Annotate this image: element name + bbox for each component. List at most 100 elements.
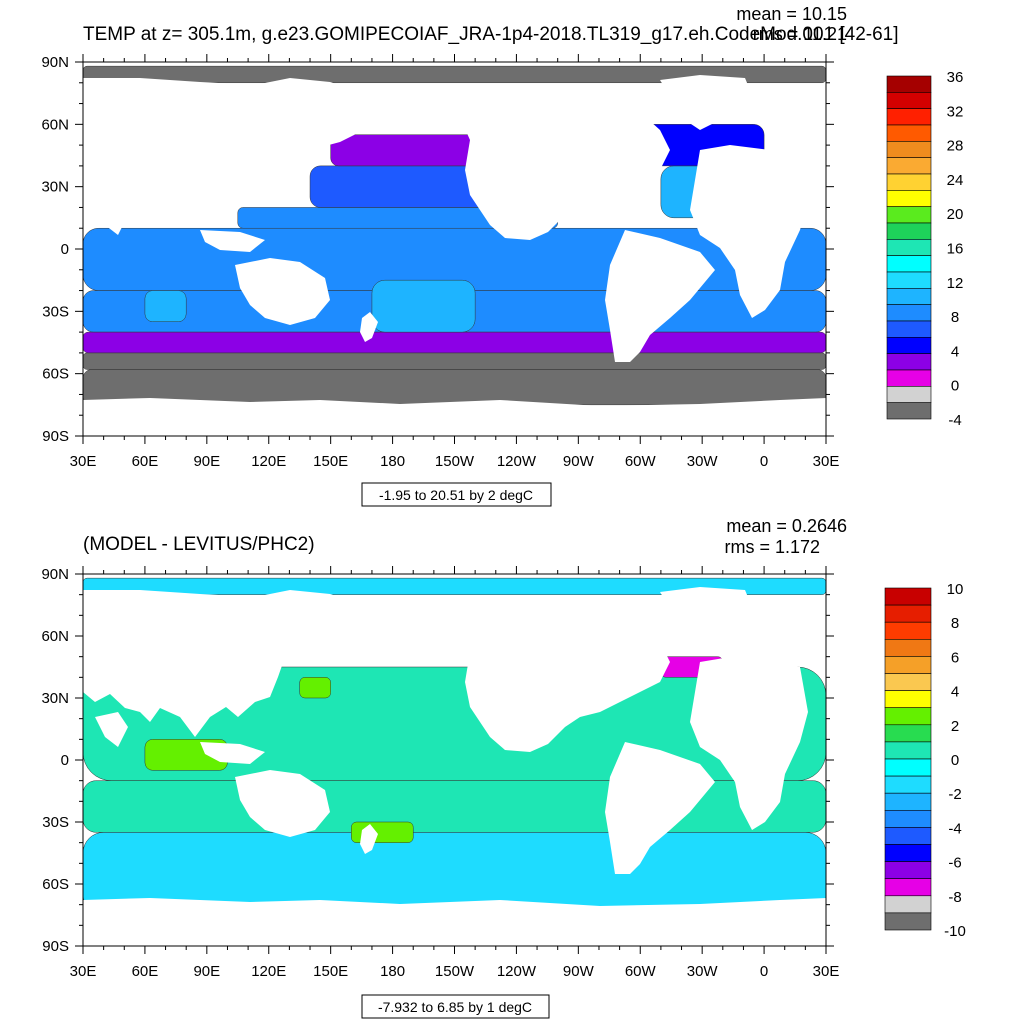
x-tick-label: 30E — [70, 963, 97, 980]
colorbar-swatch — [884, 878, 932, 897]
colorbar-swatch — [886, 369, 932, 387]
y-tick-label: 30N — [41, 179, 69, 196]
panel-1-title: TEMP at z= 305.1m, g.e23.GOMIPECOIAF_JRA… — [83, 24, 899, 45]
colorbar-swatch — [886, 239, 932, 256]
colorbar-swatch — [884, 861, 932, 879]
panel-1-x-axis: 30E 60E 90E 120E 150E 180 150W 120W 90W 60W 30W 0 30… — [70, 54, 840, 470]
panel-2-title: (MODEL - LEVITUS/PHC2) — [83, 534, 315, 555]
panel-1-field-region — [371, 279, 476, 333]
x-tick-label: 150E — [313, 453, 348, 470]
colorbar-swatch — [886, 190, 932, 207]
panel-2-colorbar: 10 8 6 4 2 0 -2 -4 -6 -8 -10 — [884, 581, 966, 940]
panel-2-field-region — [351, 821, 414, 843]
colorbar-swatch — [886, 75, 932, 93]
colorbar-label: 0 — [951, 378, 959, 395]
x-tick-label: 120W — [497, 453, 537, 470]
panel-2-rms: rms = 1.172 — [724, 537, 820, 557]
colorbar-label: -8 — [948, 889, 961, 906]
panel-2-range-box: -7.932 to 6.85 by 1 degC — [361, 994, 550, 1019]
panel-1-field-region — [83, 369, 826, 406]
colorbar-swatch — [884, 792, 932, 811]
colorbar-label: 4 — [951, 343, 959, 360]
x-tick-label: 180 — [380, 963, 405, 980]
panel-2-land — [83, 587, 826, 946]
colorbar-label: 6 — [951, 649, 959, 666]
colorbar-label: 28 — [947, 138, 964, 155]
colorbar-label: -4 — [948, 412, 961, 429]
colorbar-swatch — [886, 337, 932, 354]
colorbar-swatch — [884, 827, 932, 845]
colorbar-swatch — [886, 222, 932, 240]
colorbar-label: -4 — [948, 820, 961, 837]
colorbar-swatch — [886, 353, 932, 371]
x-tick-label: 0 — [760, 963, 768, 980]
colorbar-swatch — [884, 673, 932, 691]
y-tick-label: 0 — [61, 241, 69, 258]
x-tick-label: 30W — [687, 453, 719, 470]
colorbar-swatch — [886, 92, 932, 109]
panel-1-plot-area — [83, 62, 826, 436]
colorbar-swatch — [884, 707, 932, 726]
colorbar-label: 0 — [951, 752, 959, 769]
y-tick-label: 90S — [42, 428, 69, 445]
colorbar-swatch — [884, 912, 932, 931]
colorbar-label: 32 — [947, 103, 964, 120]
panel-1-range-box: -1.95 to 20.51 by 2 degC — [361, 482, 552, 507]
y-tick-label: 90N — [41, 566, 69, 583]
panel-2-field-region — [83, 577, 826, 595]
colorbar-swatch — [886, 124, 932, 142]
colorbar-swatch — [886, 386, 932, 403]
x-tick-label: 120E — [251, 963, 286, 980]
panel-1-land — [83, 75, 826, 436]
x-tick-label: 90E — [193, 453, 220, 470]
colorbar-swatch — [884, 724, 932, 743]
panel-2-range-label: -7.932 to 6.85 by 1 degC — [378, 999, 532, 1015]
panel-2-x-axis: 30E 60E 90E 120E 150E 180 150W 120W 90W 60W 30W 0 30… — [70, 566, 840, 980]
colorbar-label: 8 — [951, 309, 959, 326]
x-tick-label: 120E — [251, 453, 286, 470]
panel-1-y-axis: 90N 60N 30N 0 30S 60S 90S — [41, 54, 834, 445]
y-tick-label: 30S — [42, 303, 69, 320]
colorbar-swatch — [886, 288, 932, 305]
x-tick-label: 120W — [497, 963, 537, 980]
x-tick-label: 90W — [563, 453, 595, 470]
panel-1-mean: mean = 10.15 — [736, 4, 847, 24]
y-tick-label: 60N — [41, 628, 69, 645]
x-tick-label: 180 — [380, 453, 405, 470]
colorbar-swatch — [886, 141, 932, 158]
colorbar-swatch — [884, 758, 932, 777]
colorbar-swatch — [884, 844, 932, 862]
x-tick-label: 150W — [435, 453, 475, 470]
x-tick-label: 90E — [193, 963, 220, 980]
x-tick-label: 60W — [625, 963, 657, 980]
x-tick-label: 60W — [625, 453, 657, 470]
panel-1-rms: rms = 11.21 — [753, 24, 847, 44]
colorbar-label: -6 — [948, 855, 961, 872]
x-tick-label: 0 — [760, 453, 768, 470]
panel-1-field-region — [83, 352, 826, 370]
y-tick-label: 0 — [61, 752, 69, 769]
y-tick-label: 90N — [41, 54, 69, 71]
x-tick-label: 30E — [813, 963, 840, 980]
y-tick-label: 90S — [42, 938, 69, 955]
colorbar-swatch — [884, 895, 932, 914]
x-tick-label: 30E — [813, 453, 840, 470]
y-tick-label: 30S — [42, 814, 69, 831]
colorbar-swatch — [884, 587, 932, 606]
colorbar-swatch — [886, 255, 932, 273]
colorbar-swatch — [886, 304, 932, 322]
y-tick-label: 30N — [41, 690, 69, 707]
colorbar-label: 8 — [951, 615, 959, 632]
x-tick-label: 30W — [687, 963, 719, 980]
colorbar-swatch — [886, 402, 932, 420]
panel-2: (MODEL - LEVITUS/PHC2) mean = 0.2646 rms… — [41, 516, 966, 1019]
colorbar-swatch — [884, 656, 932, 674]
colorbar-label: -10 — [944, 923, 966, 940]
panel-2-field-region — [299, 677, 331, 699]
colorbar-label: 10 — [947, 581, 964, 598]
x-tick-label: 60E — [132, 453, 159, 470]
panel-2-mean: mean = 0.2646 — [726, 516, 847, 536]
colorbar-swatch — [884, 690, 932, 708]
x-tick-label: 90W — [563, 963, 595, 980]
